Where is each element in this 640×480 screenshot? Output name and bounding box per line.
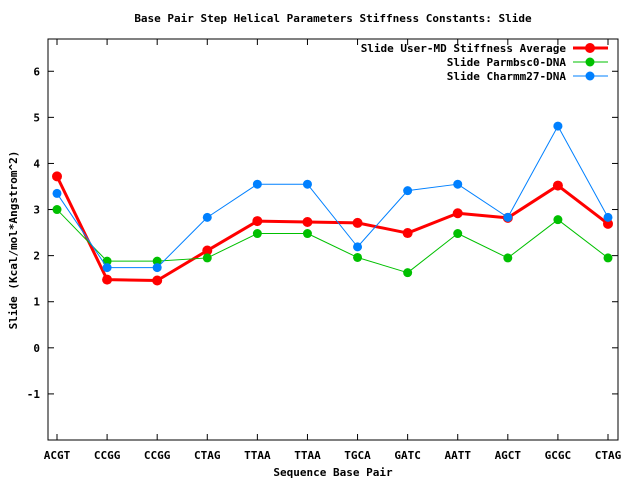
legend-label: Slide User-MD Stiffness Average	[361, 42, 567, 55]
data-point	[252, 216, 263, 227]
data-point	[52, 171, 62, 182]
y-tick-label: 5	[33, 111, 40, 124]
x-tick-label: TGCA	[344, 449, 371, 462]
data-point	[603, 212, 613, 222]
data-point	[452, 208, 463, 219]
data-point	[403, 268, 413, 278]
data-point	[52, 205, 62, 215]
y-tick-label: 2	[33, 250, 40, 263]
x-tick-label: CCGG	[94, 449, 121, 462]
x-tick-label: TTAA	[294, 449, 321, 462]
series-0	[52, 171, 613, 286]
data-point	[302, 229, 312, 239]
chart-title: Base Pair Step Helical Parameters Stiffn…	[134, 12, 532, 25]
data-point	[202, 253, 212, 263]
x-tick-label: CTAG	[194, 449, 221, 462]
x-tick-label: GCGC	[545, 449, 572, 462]
data-point	[353, 252, 363, 262]
x-axis-label: Sequence Base Pair	[273, 466, 393, 479]
data-point	[603, 218, 613, 229]
x-tick-label: CTAG	[595, 449, 622, 462]
legend-label: Slide Charmm27-DNA	[447, 70, 567, 83]
data-point	[202, 245, 213, 256]
data-point	[252, 229, 262, 239]
y-tick-label: 0	[33, 342, 40, 355]
plot-frame	[47, 38, 619, 441]
data-point	[453, 179, 463, 189]
y-tick-label: -1	[27, 388, 41, 401]
series-2	[52, 121, 613, 273]
legend-marker	[585, 43, 595, 53]
x-tick-label: CCGG	[144, 449, 171, 462]
data-point	[202, 212, 212, 222]
data-point	[402, 228, 413, 239]
data-point	[102, 263, 112, 273]
series-line	[55, 175, 609, 283]
data-point	[453, 229, 463, 239]
data-point	[52, 188, 62, 198]
series-line	[56, 209, 609, 274]
data-point	[302, 179, 312, 189]
x-tick-label: AGCT	[495, 449, 522, 462]
y-tick-label: 3	[33, 204, 40, 217]
y-axis-label: Slide (Kcal/mol*Angstrom^2)	[7, 151, 20, 330]
y-tick-label: 1	[33, 296, 40, 309]
legend-marker	[585, 57, 595, 67]
data-point	[152, 275, 163, 286]
x-tick-label: GATC	[394, 449, 421, 462]
data-point	[552, 180, 563, 191]
series-1	[52, 205, 613, 278]
data-point	[152, 256, 162, 266]
data-point	[503, 253, 513, 263]
data-point	[553, 121, 563, 131]
y-tick-label: 6	[33, 65, 40, 78]
y-tick-label: 4	[33, 157, 40, 170]
data-point	[403, 186, 413, 196]
series-line	[56, 125, 609, 269]
data-point	[353, 242, 363, 252]
legend-marker	[585, 71, 595, 81]
x-tick-label: ACGT	[44, 449, 71, 462]
data-point	[603, 253, 613, 263]
data-point	[553, 215, 563, 225]
data-point	[152, 263, 162, 273]
legend-label: Slide Parmbsc0-DNA	[447, 56, 567, 69]
data-point	[503, 212, 513, 222]
data-point	[352, 217, 363, 228]
axes-ticks: -1 0 1 2 3 4 5 6 ACGT CCGG CCGG CTAG TTAA TTAA TGCA GAT…	[27, 39, 622, 462]
data-point	[252, 179, 262, 189]
x-tick-label: TTAA	[244, 449, 271, 462]
data-point	[102, 274, 113, 285]
x-tick-label: AATT	[444, 449, 471, 462]
series-layer	[52, 121, 613, 286]
data-point	[302, 216, 313, 227]
